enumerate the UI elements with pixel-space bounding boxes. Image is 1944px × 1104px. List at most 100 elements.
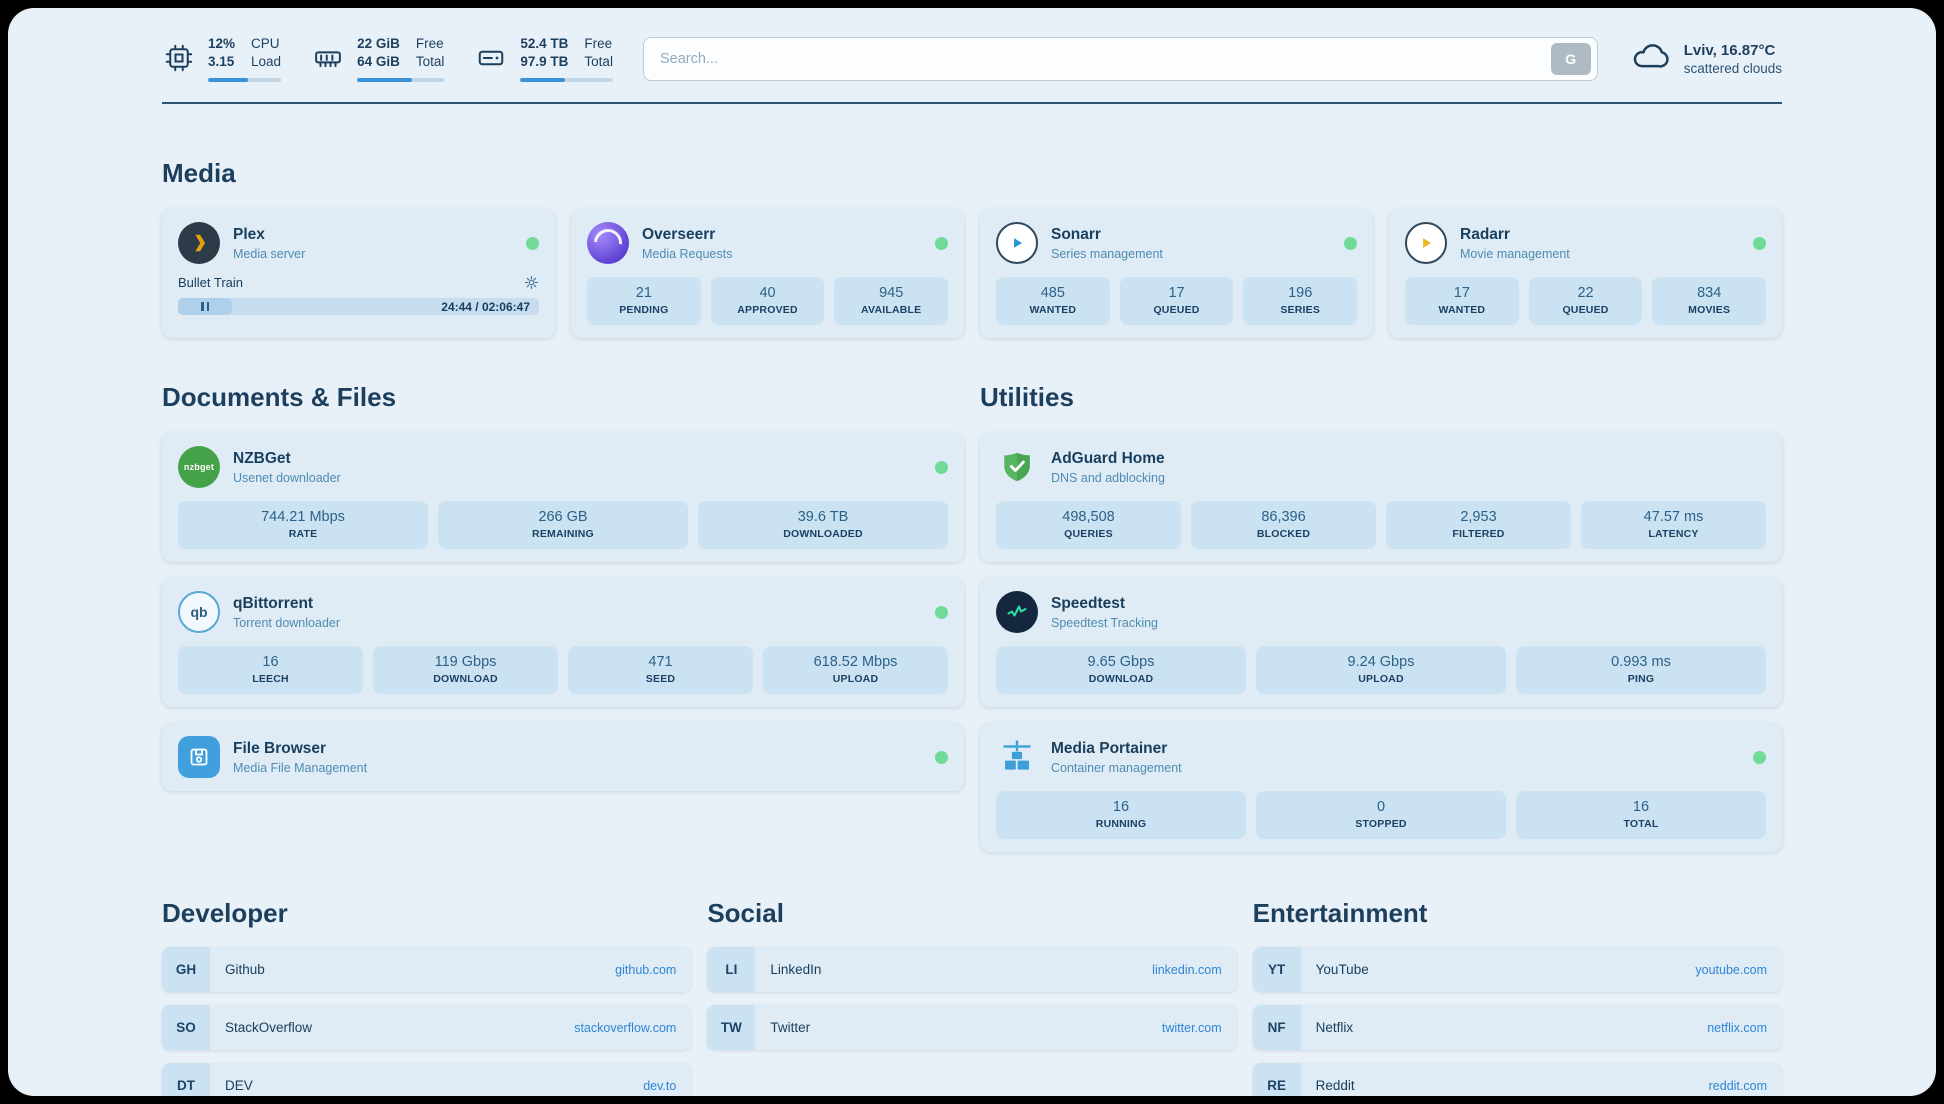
- status-dot: [935, 605, 948, 619]
- bookmark-youtube[interactable]: YT YouTube youtube.com: [1252, 947, 1782, 992]
- bookmark-link[interactable]: twitter.com: [1161, 1020, 1222, 1035]
- bookmark-netflix[interactable]: NF Netflix netflix.com: [1252, 1005, 1782, 1050]
- card-head: File Browser Media File Management: [178, 736, 948, 778]
- stat-available: 945 AVAILABLE: [834, 277, 949, 325]
- bookmark-link[interactable]: linkedin.com: [1152, 962, 1222, 977]
- section-title-developer: Developer: [162, 898, 288, 928]
- card-head: Sonarr Series management: [996, 222, 1357, 264]
- cpu-widget: 12% 3.15 CPU Load: [162, 36, 282, 82]
- bookmark-link[interactable]: stackoverflow.com: [574, 1020, 677, 1035]
- stat-label: UPLOAD: [832, 673, 879, 685]
- bookmark-stackoverflow[interactable]: SO StackOverflow stackoverflow.com: [162, 1005, 692, 1050]
- app-card-overseerr[interactable]: Overseerr Media Requests 21 PENDING 40 A…: [571, 209, 964, 338]
- card-head: Plex Media server: [178, 222, 539, 264]
- bookmark-abbr: GH: [162, 947, 210, 992]
- stat-value: 16: [262, 654, 279, 670]
- bookmark-reddit[interactable]: RE Reddit reddit.com: [1252, 1063, 1782, 1096]
- bookmark-link[interactable]: github.com: [615, 962, 677, 977]
- app-card-qbittorrent[interactable]: qb qBittorrent Torrent downloader 16 LEE…: [162, 578, 964, 707]
- bookmark-link[interactable]: youtube.com: [1695, 962, 1767, 977]
- stat-label: RATE: [288, 528, 318, 540]
- bookmark-link[interactable]: reddit.com: [1708, 1078, 1767, 1093]
- stat-value: 9.24 Gbps: [1347, 654, 1415, 670]
- app-subtitle: Torrent downloader: [233, 615, 341, 630]
- stat-label: SERIES: [1280, 304, 1321, 316]
- section-utilities: Utilities AdGu: [980, 382, 1782, 852]
- bookmark-link[interactable]: netflix.com: [1707, 1020, 1767, 1035]
- section-title-documents: Documents & Files: [162, 382, 397, 412]
- memory-free-value: 22 GiB: [357, 36, 400, 51]
- card-head: qb qBittorrent Torrent downloader: [178, 591, 948, 633]
- card-head: Media Portainer Container management: [996, 736, 1766, 778]
- memory-free-label: Free: [415, 36, 444, 51]
- app-card-filebrowser[interactable]: File Browser Media File Management: [162, 723, 964, 791]
- stat-value: 0.993 ms: [1611, 654, 1671, 670]
- adguard-shield-icon: [996, 446, 1038, 488]
- card-head: Speedtest Speedtest Tracking: [996, 591, 1766, 633]
- stat-value: 40: [759, 285, 776, 301]
- stat-value: 618.52 Mbps: [813, 654, 898, 670]
- stat-remaining: 266 GB REMAINING: [438, 501, 688, 549]
- bookmark-abbr: YT: [1252, 947, 1301, 992]
- app-card-plex[interactable]: Plex Media server Bullet Train: [162, 209, 555, 338]
- bookmark-dev[interactable]: DT DEV dev.to: [162, 1063, 692, 1096]
- app-card-adguard[interactable]: AdGuard Home DNS and adblocking 498,508 …: [980, 433, 1782, 562]
- memory-usage-bar-fill: [357, 77, 413, 82]
- stat-value: 266 GB: [538, 509, 588, 525]
- app-subtitle: Media Requests: [642, 246, 733, 261]
- dashboard-page: 12% 3.15 CPU Load: [8, 8, 1936, 1096]
- app-name: Overseerr: [642, 225, 716, 243]
- status-dot: [1344, 236, 1357, 250]
- app-card-sonarr[interactable]: Sonarr Series management 485 WANTED 17 Q…: [980, 209, 1373, 338]
- stat-leech: 16 LEECH: [178, 646, 363, 694]
- bookmark-linkedin[interactable]: LI LinkedIn linkedin.com: [707, 947, 1237, 992]
- bookmark-github[interactable]: GH Github github.com: [162, 947, 692, 992]
- app-subtitle: Speedtest Tracking: [1051, 615, 1159, 630]
- bookmark-abbr: DT: [162, 1063, 210, 1096]
- playback-progress-bar[interactable]: 24:44 / 02:06:47: [178, 298, 539, 315]
- bookmark-name: Reddit: [1315, 1078, 1355, 1093]
- status-dot: [1753, 750, 1766, 764]
- app-name: Plex: [233, 225, 265, 243]
- now-playing-title: Bullet Train: [178, 275, 244, 290]
- disk-total-value: 97.9 TB: [520, 54, 569, 69]
- app-name: Sonarr: [1051, 225, 1101, 243]
- stat-label: MOVIES: [1688, 304, 1731, 316]
- app-card-portainer[interactable]: Media Portainer Container management 16 …: [980, 723, 1782, 852]
- app-name: qBittorrent: [233, 594, 314, 612]
- app-card-radarr[interactable]: Radarr Movie management 17 WANTED 22 QUE…: [1389, 209, 1782, 338]
- stat-value: 196: [1288, 285, 1313, 301]
- search-input[interactable]: [659, 51, 1551, 67]
- app-card-nzbget[interactable]: nzbget NZBGet Usenet downloader 744.21 M…: [162, 433, 964, 562]
- stat-value: 0: [1376, 799, 1386, 815]
- stat-label: WANTED: [1029, 304, 1077, 316]
- portainer-crane-icon: [996, 736, 1038, 778]
- bookmark-link[interactable]: dev.to: [643, 1078, 677, 1093]
- stats-row: 744.21 Mbps RATE 266 GB REMAINING 39.6 T…: [178, 501, 948, 549]
- app-card-speedtest[interactable]: Speedtest Speedtest Tracking 9.65 Gbps D…: [980, 578, 1782, 707]
- bookmark-twitter[interactable]: TW Twitter twitter.com: [707, 1005, 1237, 1050]
- status-dot: [935, 236, 948, 250]
- app-subtitle: Container management: [1051, 760, 1182, 775]
- disk-total-label: Total: [584, 54, 613, 69]
- status-dot: [526, 236, 539, 250]
- bookmark-abbr: NF: [1252, 1005, 1301, 1050]
- app-name: Speedtest: [1051, 594, 1126, 612]
- stat-blocked: 86,396 BLOCKED: [1191, 501, 1376, 549]
- app-name: NZBGet: [233, 449, 291, 467]
- stat-latency: 47.57 ms LATENCY: [1581, 501, 1766, 549]
- stats-row: 485 WANTED 17 QUEUED 196 SERIES: [996, 277, 1358, 325]
- stat-value: 834: [1697, 285, 1722, 301]
- cpu-usage-label: CPU: [251, 36, 280, 51]
- bookmarks-section: Developer GH Github github.com SO StackO…: [162, 898, 1782, 1096]
- search-provider-button[interactable]: G: [1550, 43, 1591, 75]
- stat-wanted: 17 WANTED: [1405, 277, 1519, 325]
- stat-running: 16 RUNNING: [996, 791, 1246, 839]
- stat-wanted: 485 WANTED: [996, 277, 1110, 325]
- disk-usage-bar-fill: [520, 77, 565, 82]
- bookmark-name: Github: [225, 962, 265, 977]
- stat-label: QUERIES: [1064, 528, 1113, 540]
- app-subtitle: Media server: [233, 246, 306, 261]
- gear-icon[interactable]: [524, 275, 539, 290]
- pause-icon: [201, 302, 210, 311]
